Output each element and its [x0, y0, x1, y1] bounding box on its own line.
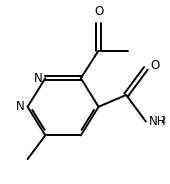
Text: O: O [151, 59, 160, 72]
Text: NH: NH [149, 115, 166, 128]
Text: 2: 2 [161, 116, 166, 125]
Text: N: N [34, 72, 43, 85]
Text: O: O [94, 5, 103, 18]
Text: N: N [16, 100, 25, 113]
